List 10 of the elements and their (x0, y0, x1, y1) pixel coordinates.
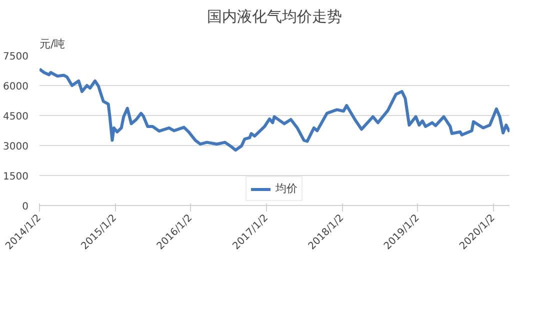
y-tick-label: 7500 (3, 52, 29, 62)
y-tick-label: 0 (22, 202, 29, 212)
y-axis-title: 元/吨 (40, 38, 66, 50)
y-tick-label: 3000 (3, 142, 29, 152)
chart-title: 国内液化气均价走势 (207, 8, 342, 26)
line-series (40, 68, 510, 152)
y-tick-label: 1500 (3, 172, 29, 182)
y-tick-label: 4500 (3, 112, 29, 122)
legend-label: 均价 (276, 181, 298, 196)
y-tick-label: 6000 (3, 82, 29, 92)
